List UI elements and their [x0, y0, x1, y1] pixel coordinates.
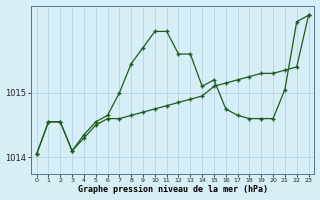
- X-axis label: Graphe pression niveau de la mer (hPa): Graphe pression niveau de la mer (hPa): [77, 185, 268, 194]
